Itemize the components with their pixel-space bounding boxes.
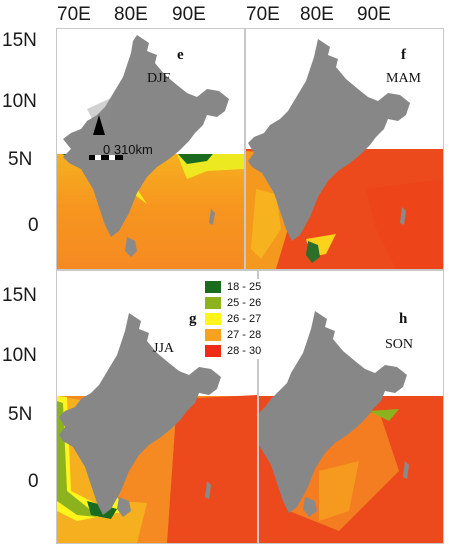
legend-item: 26 - 27: [205, 311, 262, 327]
scale-bar-label: 0 310km: [103, 142, 153, 157]
legend-label: 25 - 26: [227, 297, 262, 309]
lon-label-90e-left: 90E: [172, 4, 206, 25]
season-label-djf: DJF: [147, 71, 171, 86]
lat-label-10n-bottom: 10N: [2, 345, 37, 366]
map-panel-f-mam: f MAM: [245, 28, 444, 270]
legend-swatch-25-26: [205, 297, 221, 309]
map-f-graphic: [246, 29, 443, 269]
lat-label-15n-top: 15N: [2, 30, 37, 51]
sri-lanka: [306, 241, 320, 263]
lon-label-70e-right: 70E: [246, 4, 280, 25]
legend-label: 28 - 30: [227, 345, 262, 357]
legend-swatch-18-25: [205, 281, 221, 293]
legend-label: 26 - 27: [227, 313, 262, 325]
india-landmass: [63, 35, 229, 237]
india-landmass: [259, 311, 407, 513]
india-landmass: [248, 39, 410, 241]
panel-letter-f: f: [401, 47, 406, 63]
legend-item: 25 - 26: [205, 295, 262, 311]
season-label-mam: MAM: [386, 71, 422, 86]
legend-item: 27 - 28: [205, 327, 262, 343]
sst-legend: 18 - 25 25 - 26 26 - 27 27 - 28 28 - 30: [205, 279, 262, 359]
season-label-son: SON: [385, 337, 414, 352]
panel-letter-g: g: [189, 311, 197, 327]
legend-swatch-28-30: [205, 345, 221, 357]
sri-lanka: [117, 497, 131, 517]
legend-swatch-26-27: [205, 313, 221, 325]
scale-bar: [89, 155, 123, 160]
andaman-islands: [400, 207, 406, 225]
lat-label-5n-top: 5N: [8, 149, 33, 170]
legend-label: 27 - 28: [227, 329, 262, 341]
north-arrow-icon: [93, 115, 105, 135]
lon-label-70e-left: 70E: [57, 4, 91, 25]
lat-label-15n-bottom: 15N: [2, 285, 37, 306]
andaman-islands: [205, 481, 211, 499]
sri-lanka: [125, 237, 137, 257]
andaman-islands: [209, 209, 215, 225]
india-landmass: [59, 313, 221, 515]
legend-swatch-27-28: [205, 329, 221, 341]
legend-item: 28 - 30: [205, 343, 262, 359]
lat-label-0-top: 0: [28, 215, 39, 236]
sri-lanka: [303, 497, 317, 517]
map-g-graphic: [57, 271, 257, 543]
legend-item: 18 - 25: [205, 279, 262, 295]
map-panel-h-son: h SON: [258, 270, 444, 544]
season-label-jja: JJA: [153, 341, 175, 356]
lat-label-10n-top: 10N: [2, 91, 37, 112]
lat-label-0-bottom: 0: [28, 471, 39, 492]
lon-label-80e-left: 80E: [114, 4, 148, 25]
lon-label-80e-right: 80E: [300, 4, 334, 25]
legend-label: 18 - 25: [227, 281, 262, 293]
map-e-graphic: [57, 29, 244, 269]
panel-letter-e: e: [177, 47, 184, 63]
andaman-islands: [403, 461, 409, 479]
lat-label-5n-bottom: 5N: [8, 404, 33, 425]
panel-letter-h: h: [399, 311, 408, 327]
lon-label-90e-right: 90E: [357, 4, 391, 25]
map-h-graphic: [259, 271, 443, 543]
map-panel-e-djf: e DJF 0 310km: [56, 28, 245, 270]
